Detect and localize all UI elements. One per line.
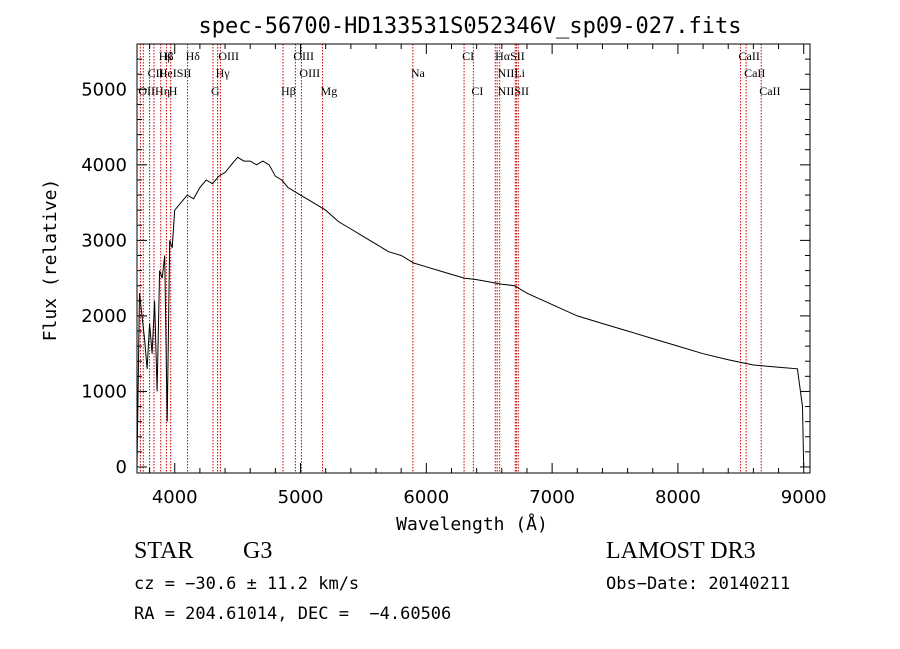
line-marker-label: OIIHη bbox=[138, 84, 170, 98]
subclass: G3 bbox=[243, 538, 273, 564]
line-marker-label: Na bbox=[411, 66, 426, 80]
y-tick-label: 2000 bbox=[81, 306, 127, 327]
y-tick-label: 4000 bbox=[81, 155, 127, 176]
line-marker-label: H bbox=[169, 84, 178, 98]
y-tick-label: 0 bbox=[116, 457, 127, 478]
line-marker-label: CI bbox=[462, 49, 474, 63]
x-tick-label: 5000 bbox=[278, 487, 324, 508]
line-marker-label: NIISII bbox=[498, 84, 529, 98]
object-type: STAR bbox=[134, 538, 194, 564]
x-tick-label: 8000 bbox=[655, 487, 701, 508]
x-axis-label: Wavelength (Å) bbox=[396, 513, 548, 535]
emission-line-markers bbox=[139, 44, 762, 473]
line-marker-label: CaII bbox=[759, 84, 780, 98]
y-axis-ticks: 0 1000 2000 3000 4000 5000 bbox=[81, 58, 810, 478]
chart-title: spec-56700-HD133531S052346V_sp09-027.fit… bbox=[198, 14, 741, 39]
x-axis-ticks: 4000 5000 6000 7000 8000 9000 bbox=[149, 44, 827, 508]
line-marker-label: Hγ bbox=[216, 66, 231, 80]
line-marker-label: Hβ bbox=[281, 84, 296, 98]
line-marker-label: OIII bbox=[293, 49, 314, 63]
line-marker-label: CI bbox=[471, 84, 483, 98]
plot-frame bbox=[136, 43, 811, 474]
x-tick-label: 6000 bbox=[403, 487, 449, 508]
y-tick-label: 5000 bbox=[81, 79, 127, 100]
line-marker-label: Mg bbox=[321, 84, 338, 98]
y-tick-label: 1000 bbox=[81, 381, 127, 402]
ra-dec: RA = 204.61014, DEC = −4.60506 bbox=[134, 604, 452, 624]
line-marker-label: OIII bbox=[218, 49, 239, 63]
line-marker-label: NIILi bbox=[498, 66, 526, 80]
y-tick-label: 3000 bbox=[81, 230, 127, 251]
line-marker-label: OIII bbox=[299, 66, 320, 80]
y-axis-label: Flux (relative) bbox=[40, 179, 61, 342]
line-marker-label: CaII bbox=[744, 66, 765, 80]
line-marker-label: G bbox=[211, 84, 220, 98]
observation-date: Obs−Date: 20140211 bbox=[606, 574, 791, 594]
spectrum-line bbox=[136, 156, 805, 468]
line-marker-label: CII bbox=[148, 66, 164, 80]
line-marker-label: CaII bbox=[739, 49, 760, 63]
x-tick-label: 4000 bbox=[152, 487, 198, 508]
redshift-cz: cz = −30.6 ± 11.2 km/s bbox=[134, 574, 360, 594]
line-marker-label: K bbox=[164, 49, 173, 63]
line-marker-label: HαSII bbox=[495, 49, 525, 63]
x-tick-label: 7000 bbox=[529, 487, 575, 508]
x-tick-label: 9000 bbox=[781, 487, 827, 508]
line-marker-label: Hδ bbox=[186, 49, 201, 63]
survey-name: LAMOST DR3 bbox=[606, 538, 756, 564]
line-marker-label: Hβ bbox=[159, 49, 174, 63]
line-marker-label: HeISII bbox=[159, 66, 192, 80]
